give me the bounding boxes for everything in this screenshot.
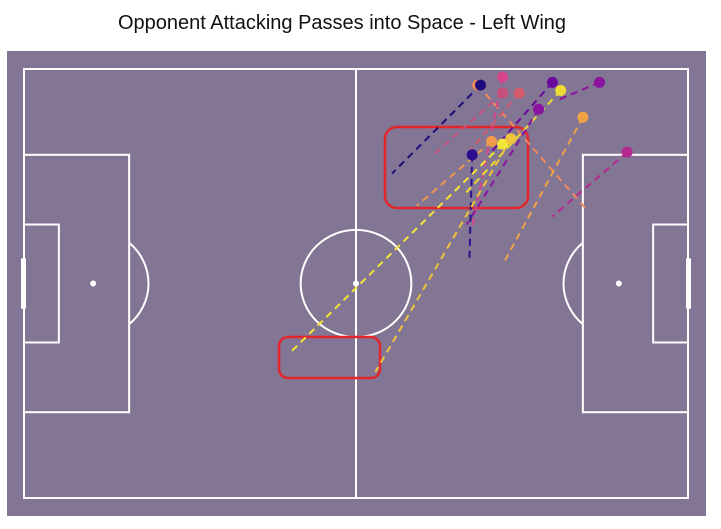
pass-origin-marker-5 (513, 87, 525, 99)
pass-origin-marker-14 (621, 146, 633, 158)
pass-origin-marker-3 (475, 79, 486, 91)
pass-line-4 (432, 92, 504, 156)
right-penalty-spot (615, 280, 622, 287)
highlight-box-halfway-zone (277, 335, 382, 380)
left-penalty-spot (90, 280, 97, 287)
pass-origin-marker-15 (593, 76, 605, 88)
chart-title: Opponent Attacking Passes into Space - L… (117, 12, 567, 34)
pass-line-3 (391, 84, 482, 175)
pass-line-6 (488, 81, 554, 156)
pass-origin-marker-8 (533, 103, 545, 115)
pass-line-10 (288, 143, 504, 354)
pass-origin-marker-2 (497, 71, 509, 83)
pass-line-2 (471, 76, 504, 228)
pass-origin-marker-9 (466, 149, 478, 161)
pass-origin-marker-12 (486, 135, 498, 147)
pass-line-9 (468, 154, 474, 260)
right-goal (686, 258, 691, 309)
pass-line-8 (465, 108, 540, 226)
pass-line-13 (501, 116, 584, 266)
pass-origin-marker-13 (577, 111, 589, 123)
left-penalty-arc (128, 241, 150, 326)
pass-origin-marker-7 (555, 84, 567, 96)
pass-line-5 (465, 92, 520, 156)
pass-line-15 (554, 81, 600, 103)
pass-line-12 (416, 140, 493, 207)
pass-line-1 (476, 84, 587, 210)
pass-line-14 (551, 151, 628, 218)
highlight-box-receiving-zone (383, 125, 530, 210)
right-penalty-arc (562, 241, 584, 326)
pass-line-11 (374, 138, 512, 373)
pass-origin-marker-11 (505, 133, 517, 145)
left-goal (21, 258, 26, 309)
center-spot (353, 280, 359, 287)
pass-origin-marker-4 (497, 87, 509, 99)
pass-origin-marker-10 (497, 138, 509, 150)
pass-origin-marker-6 (546, 76, 558, 88)
